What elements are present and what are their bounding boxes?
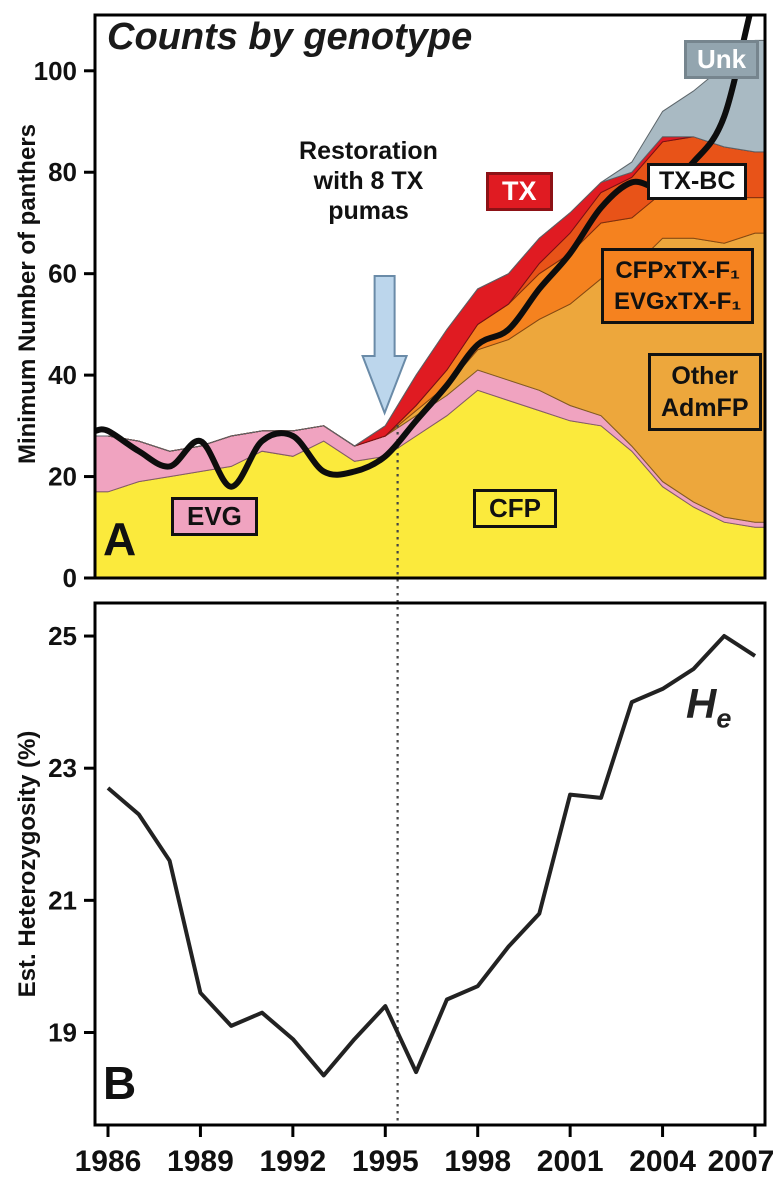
x-axis-year-label: 2001 xyxy=(537,1145,604,1178)
panel-b-letter: B xyxy=(103,1057,137,1109)
panel-a-title: Counts by genotype xyxy=(107,16,473,58)
legend-f1: CFPxTX-F₁ EVGxTX-F₁ xyxy=(601,248,755,324)
panel-a-border xyxy=(93,13,767,580)
panel-a-y-tick-label: 100 xyxy=(34,56,77,86)
x-axis-year-label: 1998 xyxy=(444,1145,511,1178)
panel-a-y-tick-label: 0 xyxy=(63,563,77,593)
legend-cfp: CFP xyxy=(473,489,557,528)
panel-a-y-axis-label: Minimum Number of panthers xyxy=(14,123,41,465)
heterozygosity-series-label: He xyxy=(686,680,731,734)
x-axis-year-label: 2004 xyxy=(629,1145,696,1178)
legend-tx: TX xyxy=(486,172,553,211)
panel-a-y-tick-label: 80 xyxy=(48,157,77,187)
panel-a-y-tick-label: 60 xyxy=(48,259,77,289)
legend-other-admfp: Other AdmFP xyxy=(648,353,762,431)
he-main: H xyxy=(686,680,717,727)
restoration-arrow-icon xyxy=(361,275,409,416)
x-axis-year-label: 1986 xyxy=(75,1145,142,1178)
panel-b-y-tick-label: 21 xyxy=(48,885,77,915)
he-sub: e xyxy=(716,703,732,734)
heterozygosity-line xyxy=(106,634,757,1078)
panel-a-y-tick-label: 40 xyxy=(48,360,77,390)
x-axis-year-label: 1992 xyxy=(259,1145,326,1178)
panel-b-y-axis-label: Est. Heterozygosity (%) xyxy=(14,730,41,998)
x-axis-year-label: 1989 xyxy=(167,1145,234,1178)
legend-unk: Unk xyxy=(684,40,760,79)
restoration-annotation: Restoration with 8 TX pumas xyxy=(299,137,438,225)
area-unk xyxy=(95,39,765,452)
x-axis-year-label: 2007 xyxy=(708,1145,775,1178)
panel-a-letter: A xyxy=(103,513,137,565)
panel-b-border xyxy=(93,601,767,1127)
panel-b-y-tick-label: 25 xyxy=(48,621,77,651)
panel-a-y-tick-label: 20 xyxy=(48,462,77,492)
x-axis-year-label: 1995 xyxy=(352,1145,419,1178)
legend-evg: EVG xyxy=(171,497,258,536)
legend-txbc: TX-BC xyxy=(647,163,748,200)
panel-b-y-tick-label: 23 xyxy=(48,753,77,783)
panel-b-y-tick-label: 19 xyxy=(48,1017,77,1047)
